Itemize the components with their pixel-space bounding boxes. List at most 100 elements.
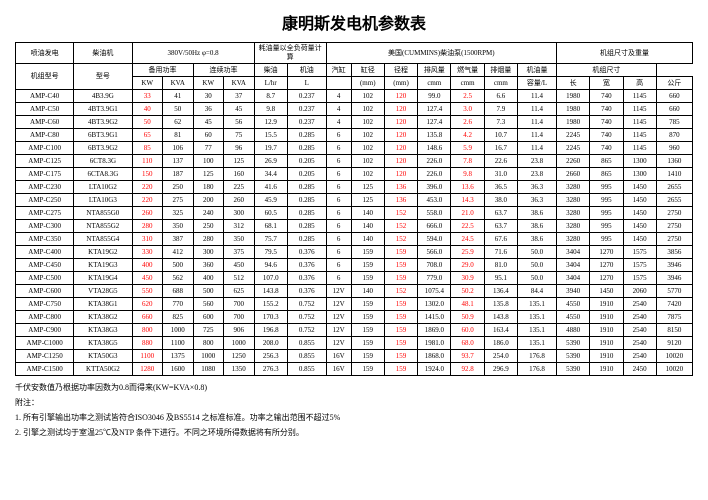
table-cell: 254.0 <box>484 350 517 363</box>
table-cell: 550 <box>132 285 163 298</box>
table-cell: 71.6 <box>484 246 517 259</box>
table-cell: 60 <box>193 129 224 142</box>
table-cell: 152 <box>384 220 417 233</box>
table-cell: 10.7 <box>484 129 517 142</box>
table-cell: 1280 <box>132 363 163 376</box>
table-cell: 1450 <box>623 194 656 207</box>
table-cell: 120 <box>384 90 417 103</box>
table-cell: KTA38G1 <box>74 298 132 311</box>
table-cell: 960 <box>656 142 692 155</box>
table-cell: 170.3 <box>254 311 287 324</box>
table-cell: 566.0 <box>418 246 451 259</box>
table-cell: 159 <box>384 363 417 376</box>
table-cell: 159 <box>384 298 417 311</box>
table-cell: 450 <box>224 259 255 272</box>
page-title: 康明斯发电机参数表 <box>15 10 693 34</box>
table-cell: 330 <box>132 246 163 259</box>
table-cell: 250 <box>193 220 224 233</box>
table-cell: 7.9 <box>484 103 517 116</box>
header-cell: cmm <box>484 77 517 90</box>
table-row: AMP-C250LTA10G322027520026045.90.2856125… <box>16 194 693 207</box>
table-cell: 136 <box>384 181 417 194</box>
table-cell: 275 <box>163 194 194 207</box>
table-row: AMP-C900KTA38G38001000725906196.80.75212… <box>16 324 693 337</box>
table-cell: 1910 <box>590 298 623 311</box>
table-cell: 700 <box>224 311 255 324</box>
table-cell: 2245 <box>556 142 589 155</box>
table-cell: AMP-C50 <box>16 103 74 116</box>
table-cell: 84.4 <box>518 285 557 298</box>
table-cell: 5390 <box>556 337 589 350</box>
table-cell: 6 <box>326 207 351 220</box>
table-cell: 102 <box>351 103 384 116</box>
table-cell: AMP-C80 <box>16 129 74 142</box>
table-cell: 93.7 <box>451 350 484 363</box>
table-cell: 1302.0 <box>418 298 451 311</box>
table-cell: 453.0 <box>418 194 451 207</box>
table-cell: 12V <box>326 285 351 298</box>
table-cell: 159 <box>384 272 417 285</box>
table-cell: 276.3 <box>254 363 287 376</box>
table-cell: 6BT3.9G2 <box>74 142 132 155</box>
table-cell: AMP-C900 <box>16 324 74 337</box>
table-cell: 159 <box>384 337 417 350</box>
table-cell: 7.8 <box>451 155 484 168</box>
table-cell: 1375 <box>163 350 194 363</box>
table-cell: 260 <box>224 194 255 207</box>
header-cell: 燃气量 <box>451 64 484 77</box>
table-cell: 865 <box>590 168 623 181</box>
table-cell: NTA855G4 <box>74 233 132 246</box>
table-cell: 906 <box>224 324 255 337</box>
table-cell: 350 <box>224 233 255 246</box>
table-cell: NTA855G2 <box>74 220 132 233</box>
table-cell: 350 <box>163 220 194 233</box>
header-cell: cmm <box>451 77 484 90</box>
table-cell: 12.9 <box>254 116 287 129</box>
table-row: AMP-C750KTA38G1620770560700155.20.75212V… <box>16 298 693 311</box>
table-cell: 2655 <box>656 181 692 194</box>
table-cell: 0.205 <box>287 155 326 168</box>
table-cell: 45 <box>224 103 255 116</box>
table-cell: 2540 <box>623 350 656 363</box>
table-cell: 60.0 <box>451 324 484 337</box>
table-cell: 6 <box>326 233 351 246</box>
table-cell: AMP-C1500 <box>16 363 74 376</box>
table-cell: 1000 <box>163 324 194 337</box>
table-cell: 740 <box>590 90 623 103</box>
table-cell: 23.8 <box>518 155 557 168</box>
table-cell: 995 <box>590 207 623 220</box>
table-cell: 12V <box>326 311 351 324</box>
table-cell: 0.752 <box>287 311 326 324</box>
table-cell: KTTA50G2 <box>74 363 132 376</box>
header-cell: 汽缸 <box>326 64 351 77</box>
table-cell: 3404 <box>556 272 589 285</box>
table-cell: 50 <box>163 103 194 116</box>
table-cell: 36.3 <box>518 194 557 207</box>
table-cell: KTA19G2 <box>74 246 132 259</box>
table-cell: 375 <box>224 246 255 259</box>
table-cell: 3856 <box>656 246 692 259</box>
table-cell: AMP-C230 <box>16 181 74 194</box>
table-cell: 740 <box>590 103 623 116</box>
table-cell: 79.5 <box>254 246 287 259</box>
table-cell: 25.9 <box>451 246 484 259</box>
table-cell: 10020 <box>656 350 692 363</box>
table-cell: 1600 <box>163 363 194 376</box>
table-row: AMP-C1006BT3.9G285106779619.70.285610212… <box>16 142 693 155</box>
table-cell: 4 <box>326 116 351 129</box>
table-cell: 1270 <box>590 246 623 259</box>
table-cell: KTA38G5 <box>74 337 132 350</box>
header-cell: KW <box>193 77 224 90</box>
notes-section: 千伏安数值乃根据功率因数为0.8而得来(KW=KVA×0.8)附注：1. 所有引… <box>15 382 693 439</box>
header-cell: 耗油量以全负荷量计算 <box>254 43 326 64</box>
table-cell: 152 <box>384 233 417 246</box>
table-cell: 396.0 <box>418 181 451 194</box>
header-cell: 宽 <box>590 77 623 90</box>
table-cell: 740 <box>590 116 623 129</box>
table-cell: 81 <box>163 129 194 142</box>
table-cell: 200 <box>193 194 224 207</box>
table-cell: 107.0 <box>254 272 287 285</box>
table-cell: 208.0 <box>254 337 287 350</box>
table-cell: 2660 <box>556 168 589 181</box>
table-cell: 1575 <box>623 259 656 272</box>
